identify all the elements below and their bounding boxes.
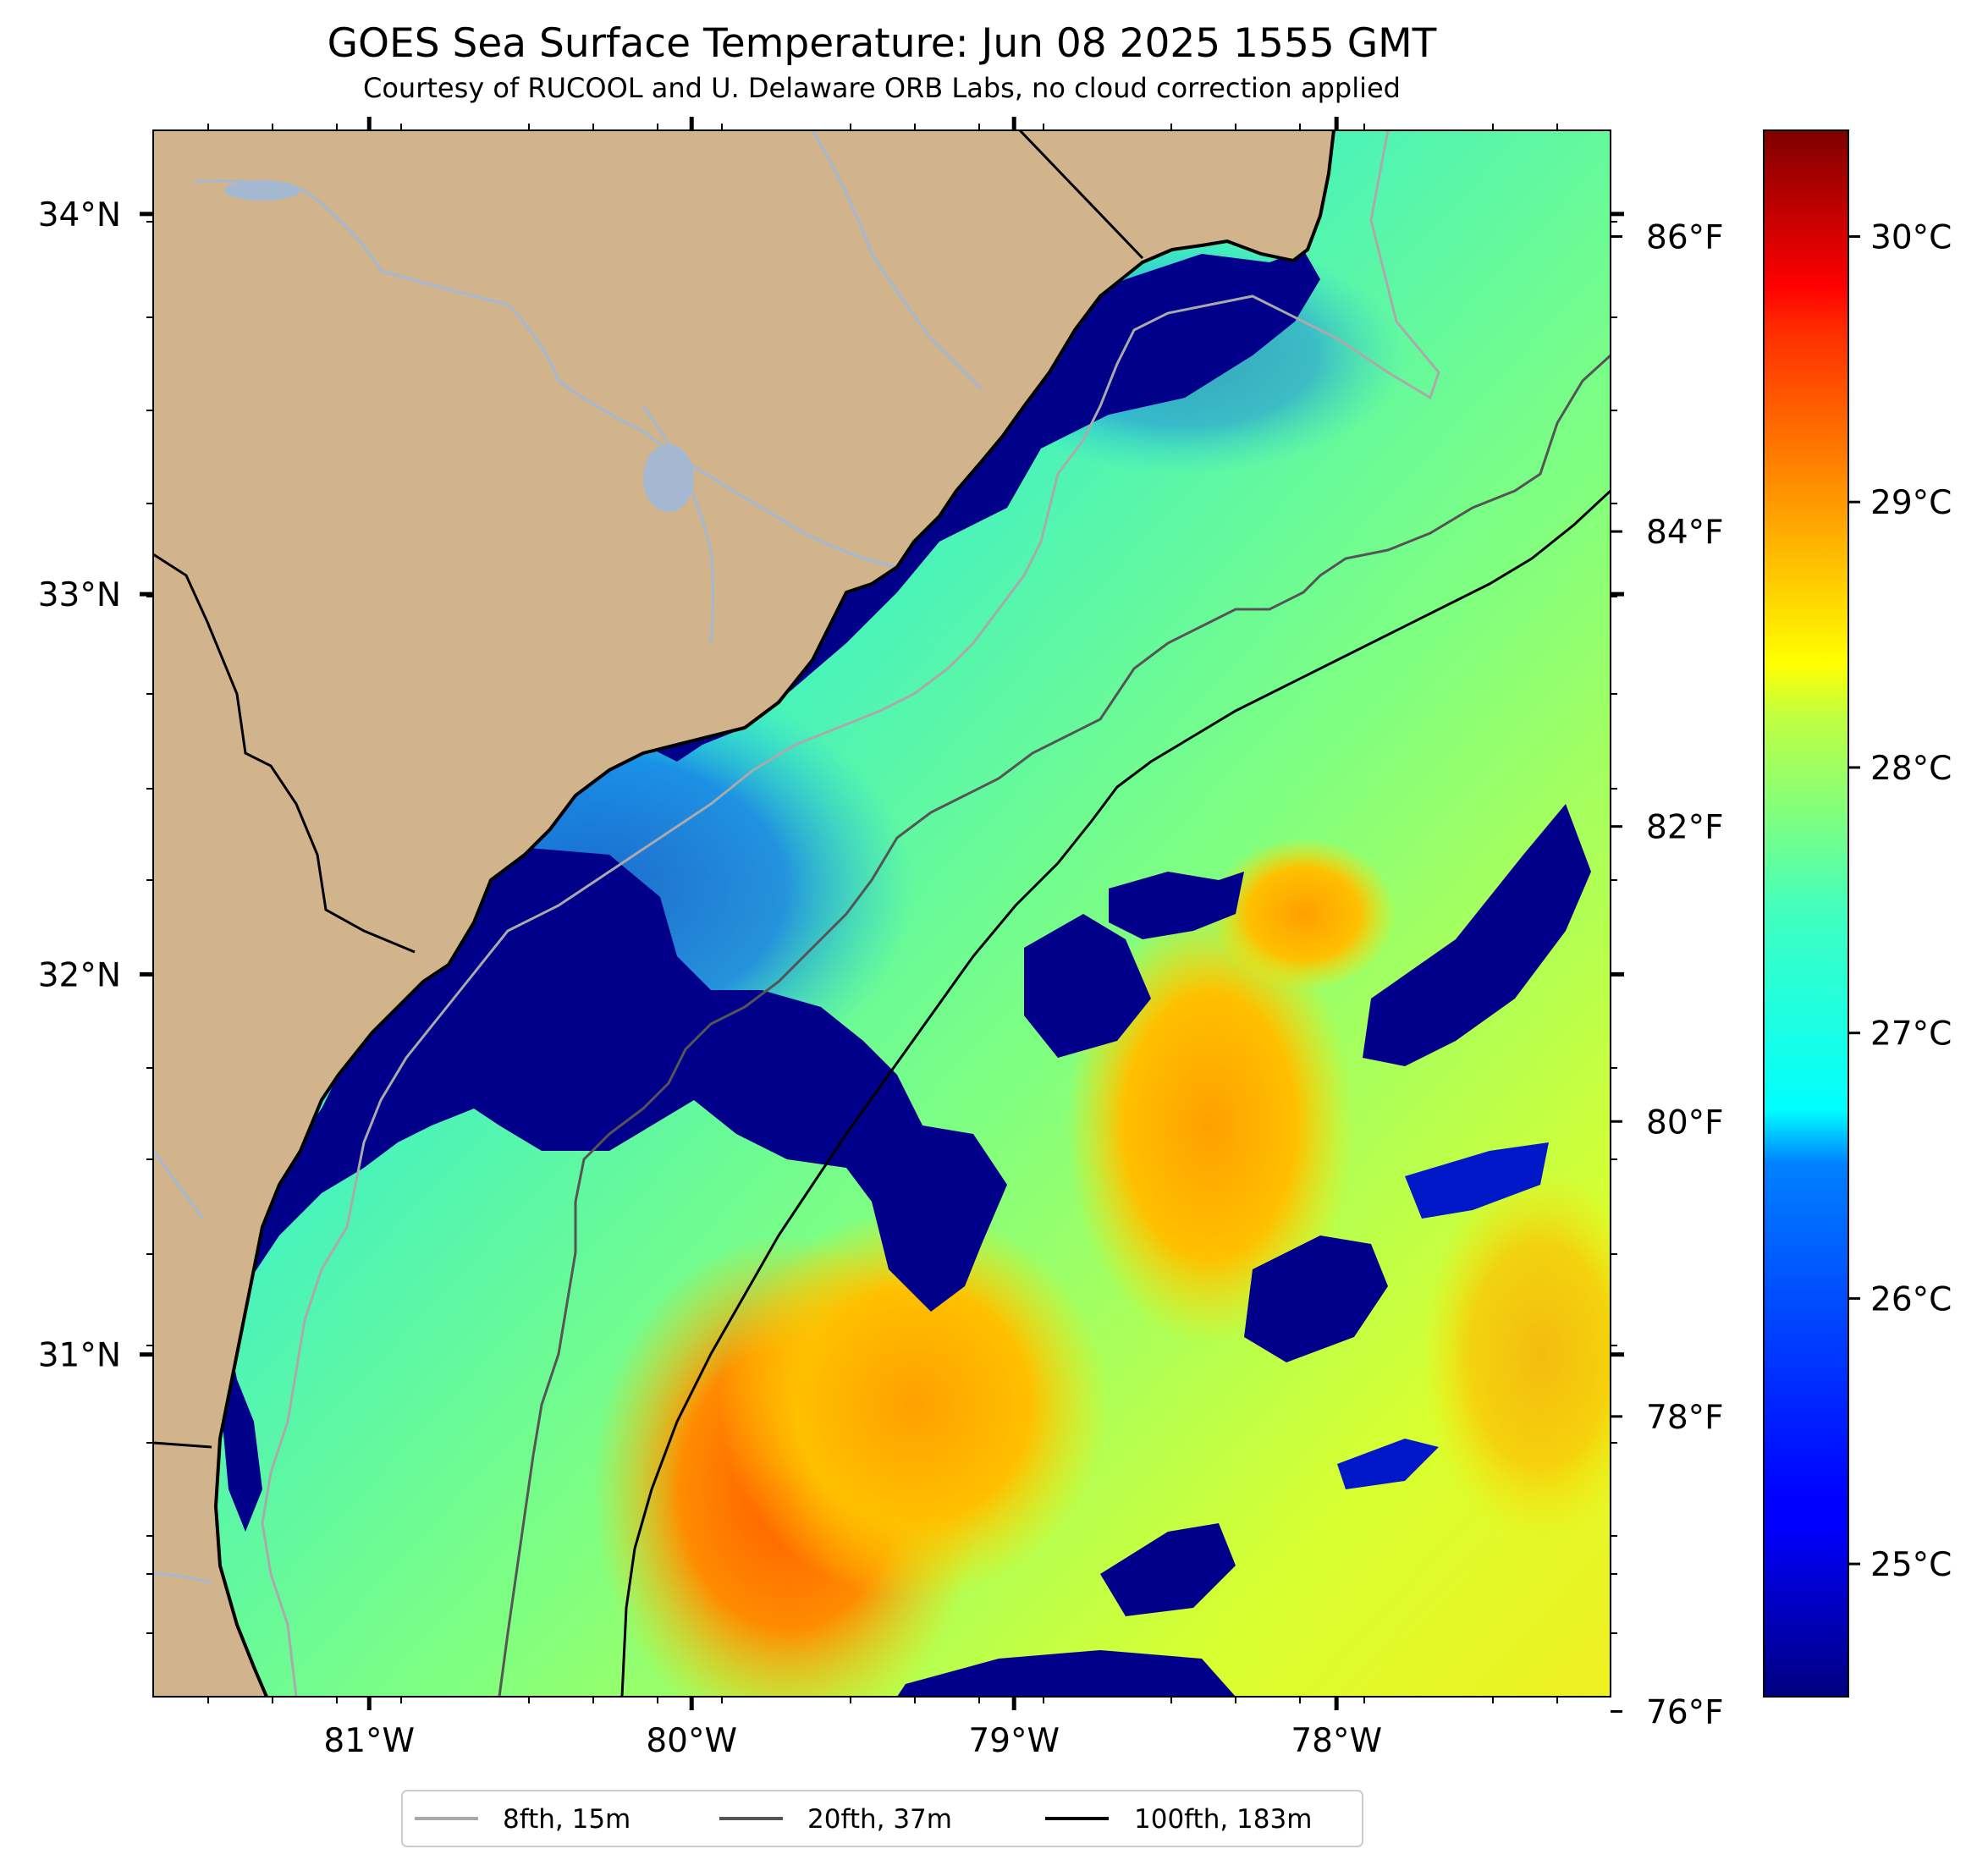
state-boundaries bbox=[153, 130, 1144, 1449]
land-mass bbox=[153, 130, 1334, 1697]
lat-tick-label: 32°N bbox=[38, 956, 121, 994]
legend-label-20fth: 20fth, 37m bbox=[807, 1804, 952, 1835]
lake bbox=[224, 180, 300, 201]
longitude-axis: 81°W 80°W 79°W 78°W bbox=[323, 117, 1382, 1760]
fahrenheit-tick-label: 86°F bbox=[1646, 218, 1724, 256]
warm-core-southeast bbox=[719, 1210, 1109, 1599]
lon-tick-label: 80°W bbox=[646, 1722, 737, 1760]
latitude-axis: 34°N 33°N 32°N 31°N bbox=[38, 196, 1624, 1375]
lon-tick-label: 78°W bbox=[1291, 1722, 1382, 1760]
fahrenheit-tick-label: 80°F bbox=[1646, 1103, 1724, 1142]
legend-label-8fth: 8fth, 15m bbox=[503, 1804, 631, 1835]
colorbar-axis: 30°C 29°C 28°C 27°C 26°C 25°C bbox=[1848, 218, 1952, 1584]
coastline bbox=[213, 130, 1335, 1697]
fahrenheit-tick-label: 82°F bbox=[1646, 809, 1724, 847]
colorbar-tick-label: 30°C bbox=[1870, 218, 1952, 256]
colorbar-tick-label: 28°C bbox=[1870, 750, 1952, 788]
fahrenheit-tick-label: 76°F bbox=[1646, 1693, 1724, 1731]
fahrenheit-tick-label: 84°F bbox=[1646, 514, 1724, 552]
lake bbox=[643, 444, 694, 512]
warm-patch-north bbox=[1210, 838, 1396, 990]
fahrenheit-axis: 86°F 84°F 82°F 80°F 78°F 76°F bbox=[1611, 218, 1724, 1731]
colorbar-tick-label: 26°C bbox=[1870, 1280, 1952, 1318]
warm-patch-east bbox=[1422, 1168, 1611, 1540]
rivers bbox=[153, 130, 983, 1584]
legend-box bbox=[401, 1790, 1363, 1847]
isobath-8fth-15m bbox=[261, 130, 1440, 1697]
lat-tick-label: 31°N bbox=[38, 1337, 121, 1375]
colorbar-tick-label: 29°C bbox=[1870, 484, 1952, 522]
cold-patch-far-south bbox=[1100, 1523, 1236, 1616]
cold-patch-north-central bbox=[1109, 872, 1244, 939]
chart-subtitle: Courtesy of RUCOOL and U. Delaware ORB L… bbox=[363, 72, 1401, 104]
sst-map bbox=[153, 130, 1611, 1697]
lon-tick-label: 81°W bbox=[323, 1722, 415, 1760]
isobath-100fth-183m bbox=[620, 489, 1611, 1697]
legend: 8fth, 15m 20fth, 37m 100fth, 183m bbox=[401, 1790, 1363, 1847]
lat-tick-label: 33°N bbox=[38, 576, 121, 614]
legend-label-100fth: 100fth, 183m bbox=[1134, 1804, 1312, 1835]
lon-tick-label: 79°W bbox=[968, 1722, 1060, 1760]
cold-region-coastal-central bbox=[220, 846, 1007, 1532]
chart-title: GOES Sea Surface Temperature: Jun 08 202… bbox=[328, 20, 1437, 67]
map-frame bbox=[152, 129, 1611, 1698]
cold-streak-southeast bbox=[1337, 1439, 1439, 1489]
colorbar bbox=[1763, 129, 1849, 1698]
cold-filament-east bbox=[1363, 804, 1591, 1066]
cold-eddy-central bbox=[1024, 914, 1151, 1058]
colorbar-tick-label: 25°C bbox=[1870, 1546, 1952, 1584]
cold-patch-southeast bbox=[1244, 1235, 1388, 1362]
warm-band-central bbox=[1066, 905, 1354, 1345]
isobath-20fth-37m bbox=[498, 354, 1611, 1697]
cold-patch-south-edge bbox=[897, 1650, 1236, 1697]
fahrenheit-tick-label: 78°F bbox=[1646, 1399, 1724, 1437]
lat-tick-label: 34°N bbox=[38, 196, 121, 234]
colorbar-tick-label: 27°C bbox=[1870, 1015, 1952, 1054]
minor-ticks bbox=[146, 124, 1617, 1703]
cold-patch-east-band bbox=[1405, 1142, 1549, 1219]
